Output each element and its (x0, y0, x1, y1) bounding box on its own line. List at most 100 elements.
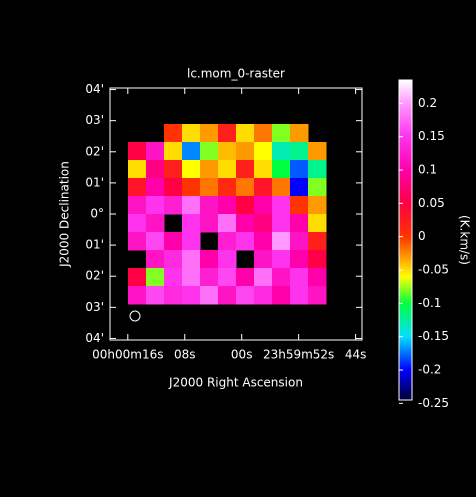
heat-cell (308, 178, 327, 197)
heat-cell (236, 142, 255, 161)
y-tick-label: 03' (85, 300, 104, 314)
heat-cell (164, 160, 183, 179)
heat-cell (290, 268, 309, 287)
heat-cell (182, 178, 201, 197)
heat-cell (272, 286, 291, 305)
heat-cell (146, 196, 165, 215)
heat-cell (164, 142, 183, 161)
heat-cell (290, 196, 309, 215)
heat-cell (236, 196, 255, 215)
colorbar-tick-label: 0.05 (418, 196, 445, 210)
heat-cell (272, 160, 291, 179)
colorbar-tick-label: -0.25 (418, 396, 449, 410)
heat-cell (272, 124, 291, 143)
beam (129, 310, 141, 322)
heat-cell (308, 268, 327, 287)
heat-cell (254, 142, 273, 161)
heat-cell (254, 250, 273, 269)
colorbar-tick-label: 0 (418, 229, 426, 243)
y-tick-label: 04' (85, 331, 104, 345)
heat-cell (200, 142, 219, 161)
heat-cell (200, 178, 219, 197)
heat-cell (200, 196, 219, 215)
heat-cell (128, 196, 147, 215)
heat-cell (146, 268, 165, 287)
heat-cell (182, 124, 201, 143)
colorbar-tick-label: -0.05 (418, 263, 449, 277)
heat-cell (290, 250, 309, 269)
heat-cell (218, 124, 237, 143)
y-tick-label: 02' (85, 144, 104, 158)
heat-cell (128, 160, 147, 179)
heat-cell (290, 232, 309, 251)
heat-cell (218, 142, 237, 161)
y-tick-label: 0° (90, 207, 104, 221)
heat-cell (254, 160, 273, 179)
heat-cell (146, 160, 165, 179)
x-tick-label: 08s (174, 348, 196, 362)
heat-cell (290, 178, 309, 197)
y-axis-label: J2000 Declination (58, 161, 72, 268)
x-tick-label: 44s (345, 348, 367, 362)
heat-cell (164, 286, 183, 305)
heat-cell (182, 142, 201, 161)
heat-cell (290, 286, 309, 305)
heat-cell (146, 232, 165, 251)
heat-cell (182, 286, 201, 305)
heat-cell (290, 214, 309, 233)
x-axis-label: J2000 Right Ascension (168, 376, 303, 390)
heat-cell (272, 178, 291, 197)
y-tick-label: 01' (85, 238, 104, 252)
heat-cell (308, 160, 327, 179)
heat-cell (128, 268, 147, 287)
heat-cell (236, 178, 255, 197)
heat-cell (254, 214, 273, 233)
heat-cell (164, 250, 183, 269)
heat-cell (236, 232, 255, 251)
heat-cell (254, 178, 273, 197)
heat-cell (290, 160, 309, 179)
heat-cell (164, 268, 183, 287)
heat-cell (218, 214, 237, 233)
heat-cell (236, 286, 255, 305)
colorbar-tick-label: -0.15 (418, 329, 449, 343)
heat-cell (308, 250, 327, 269)
heat-cell (200, 160, 219, 179)
x-tick-label: 00h00m16s (92, 348, 163, 362)
heat-cell (218, 160, 237, 179)
heat-cell (182, 196, 201, 215)
heat-cell (218, 286, 237, 305)
heat-cell (308, 286, 327, 305)
heat-cell (254, 286, 273, 305)
heat-cell (272, 232, 291, 251)
heat-cell (254, 124, 273, 143)
heat-cell (200, 268, 219, 287)
x-tick-label: 00s (231, 348, 253, 362)
heat-cell (236, 124, 255, 143)
heat-cell (236, 214, 255, 233)
heat-cell (200, 124, 219, 143)
heat-cell (272, 142, 291, 161)
heat-cell (128, 214, 147, 233)
heat-cell (308, 196, 327, 215)
heat-cell (218, 250, 237, 269)
heat-cell (272, 196, 291, 215)
heat-cell (254, 232, 273, 251)
heat-cell (146, 214, 165, 233)
heat-cell (254, 196, 273, 215)
heat-cell (308, 214, 327, 233)
heat-cell (254, 268, 273, 287)
heat-cell (128, 142, 147, 161)
heat-cell (128, 178, 147, 197)
heat-cell (128, 232, 147, 251)
heat-cell (218, 268, 237, 287)
colorbar-label: (K.km/s) (458, 215, 472, 265)
heat-cell (182, 160, 201, 179)
heat-cell (272, 250, 291, 269)
colorbar (398, 79, 413, 401)
colorbar-tick-label: 0.1 (418, 163, 437, 177)
heat-cell (308, 232, 327, 251)
heat-cell (146, 178, 165, 197)
heat-cell (218, 178, 237, 197)
